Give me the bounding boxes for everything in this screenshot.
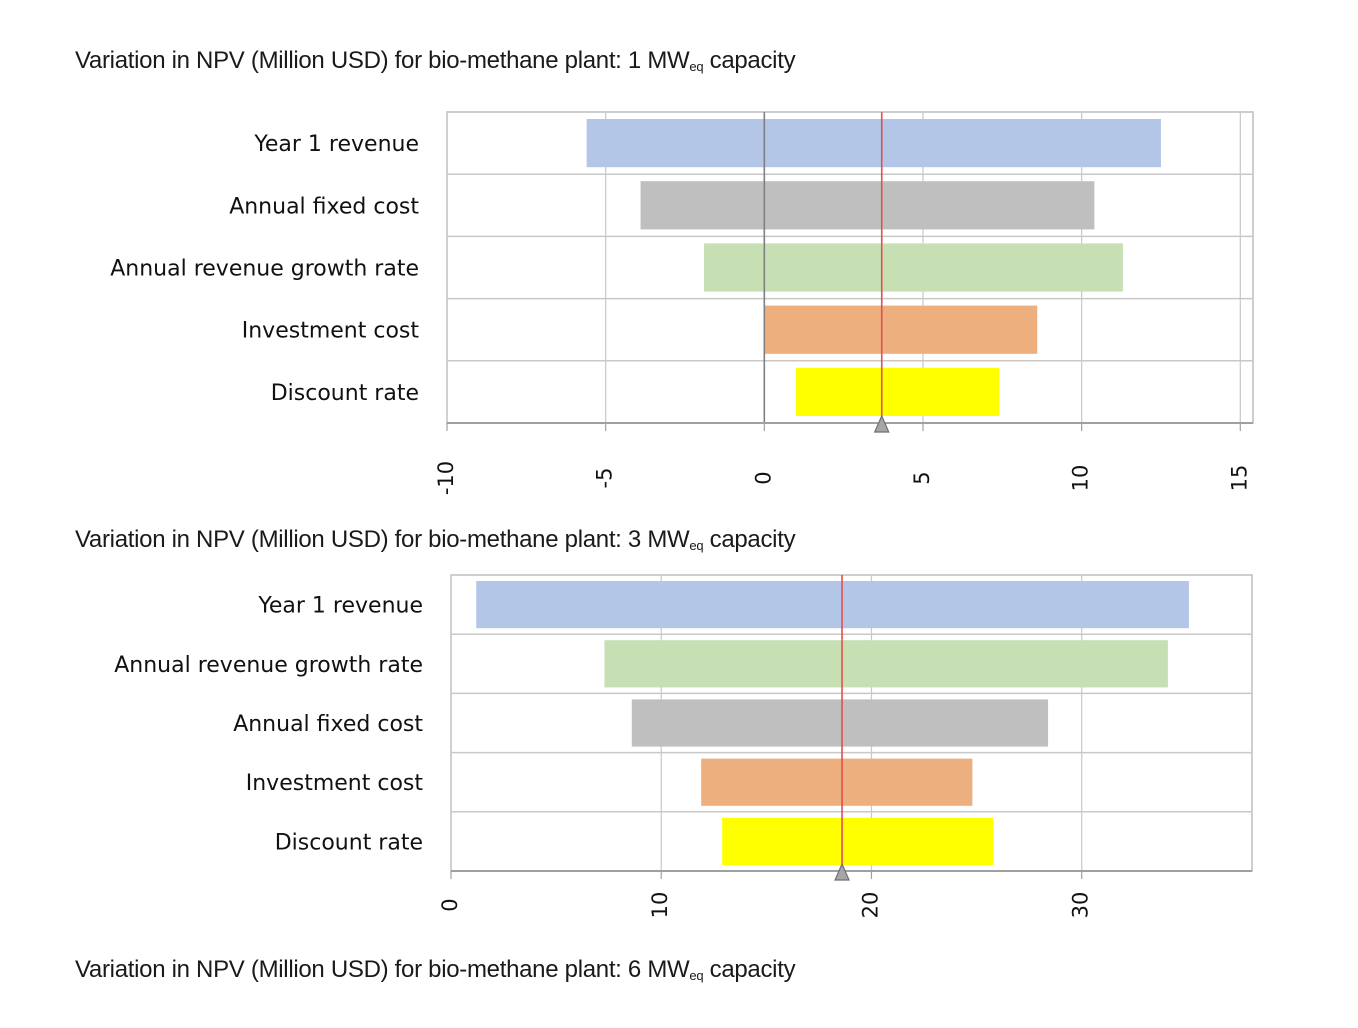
title-subscript: eq bbox=[689, 538, 704, 553]
title-capacity: 6 MW bbox=[627, 956, 690, 983]
category-label: Annual revenue growth rate bbox=[114, 653, 423, 678]
category-label: Annual revenue growth rate bbox=[110, 257, 419, 282]
category-label: Year 1 revenue bbox=[253, 132, 419, 157]
tornado-chart-1: Year 1 revenue Annual fixed cost Annual re… bbox=[110, 111, 1254, 495]
category-label: Year 1 revenue bbox=[257, 594, 423, 619]
title-capacity: 3 MW bbox=[627, 526, 690, 553]
bar-year-1-revenue bbox=[586, 119, 1161, 168]
bar-annual-revenue-growth-rate bbox=[604, 640, 1168, 688]
tornado-chart-2: Year 1 revenue Annual revenue growth rate… bbox=[114, 574, 1253, 919]
chart-title-3mw: Variation in NPV (Million USD) for bio-m… bbox=[75, 526, 796, 554]
title-suffix: capacity bbox=[703, 956, 796, 983]
x-tick-label: -10 bbox=[434, 461, 458, 495]
title-suffix: capacity bbox=[703, 526, 796, 553]
x-tick-label: 10 bbox=[648, 892, 672, 919]
category-label: Annual fixed cost bbox=[233, 712, 423, 737]
title-prefix: Variation in NPV (Million USD) for bio-m… bbox=[75, 47, 628, 74]
chart-title-1mw: Variation in NPV (Million USD) for bio-m… bbox=[75, 47, 796, 75]
bar-annual-revenue-growth-rate bbox=[704, 243, 1123, 292]
x-tick-label: 10 bbox=[1069, 465, 1093, 492]
x-tick-label: -5 bbox=[593, 468, 617, 489]
x-tick-label: 0 bbox=[751, 471, 775, 484]
title-capacity: 1 MW bbox=[627, 47, 690, 74]
category-label: Annual fixed cost bbox=[229, 194, 419, 219]
bar-discount-rate bbox=[722, 817, 994, 865]
bar-investment-cost bbox=[701, 758, 973, 806]
base-value-marker-icon bbox=[873, 414, 890, 433]
x-tick-label: 20 bbox=[858, 892, 882, 919]
x-tick-label: 5 bbox=[910, 471, 934, 484]
bar-year-1-revenue bbox=[476, 581, 1189, 629]
bar-discount-rate bbox=[796, 367, 1000, 416]
title-suffix: capacity bbox=[703, 47, 796, 74]
bar-investment-cost bbox=[764, 305, 1038, 354]
x-tick-label: 0 bbox=[438, 898, 462, 911]
bar-annual-fixed-cost bbox=[631, 699, 1049, 747]
title-prefix: Variation in NPV (Million USD) for bio-m… bbox=[75, 956, 628, 983]
title-subscript: eq bbox=[689, 968, 704, 983]
x-tick-label: 30 bbox=[1069, 892, 1093, 919]
bar-annual-fixed-cost bbox=[640, 181, 1095, 230]
x-tick-label: 15 bbox=[1227, 465, 1251, 492]
title-prefix: Variation in NPV (Million USD) for bio-m… bbox=[75, 526, 628, 553]
title-subscript: eq bbox=[689, 59, 704, 74]
chart-title-6mw: Variation in NPV (Million USD) for bio-m… bbox=[75, 956, 796, 984]
base-value-marker-icon bbox=[834, 862, 850, 881]
category-label: Discount rate bbox=[271, 381, 419, 406]
category-label: Investment cost bbox=[246, 771, 424, 796]
category-label: Investment cost bbox=[242, 319, 420, 344]
category-label: Discount rate bbox=[275, 830, 423, 855]
